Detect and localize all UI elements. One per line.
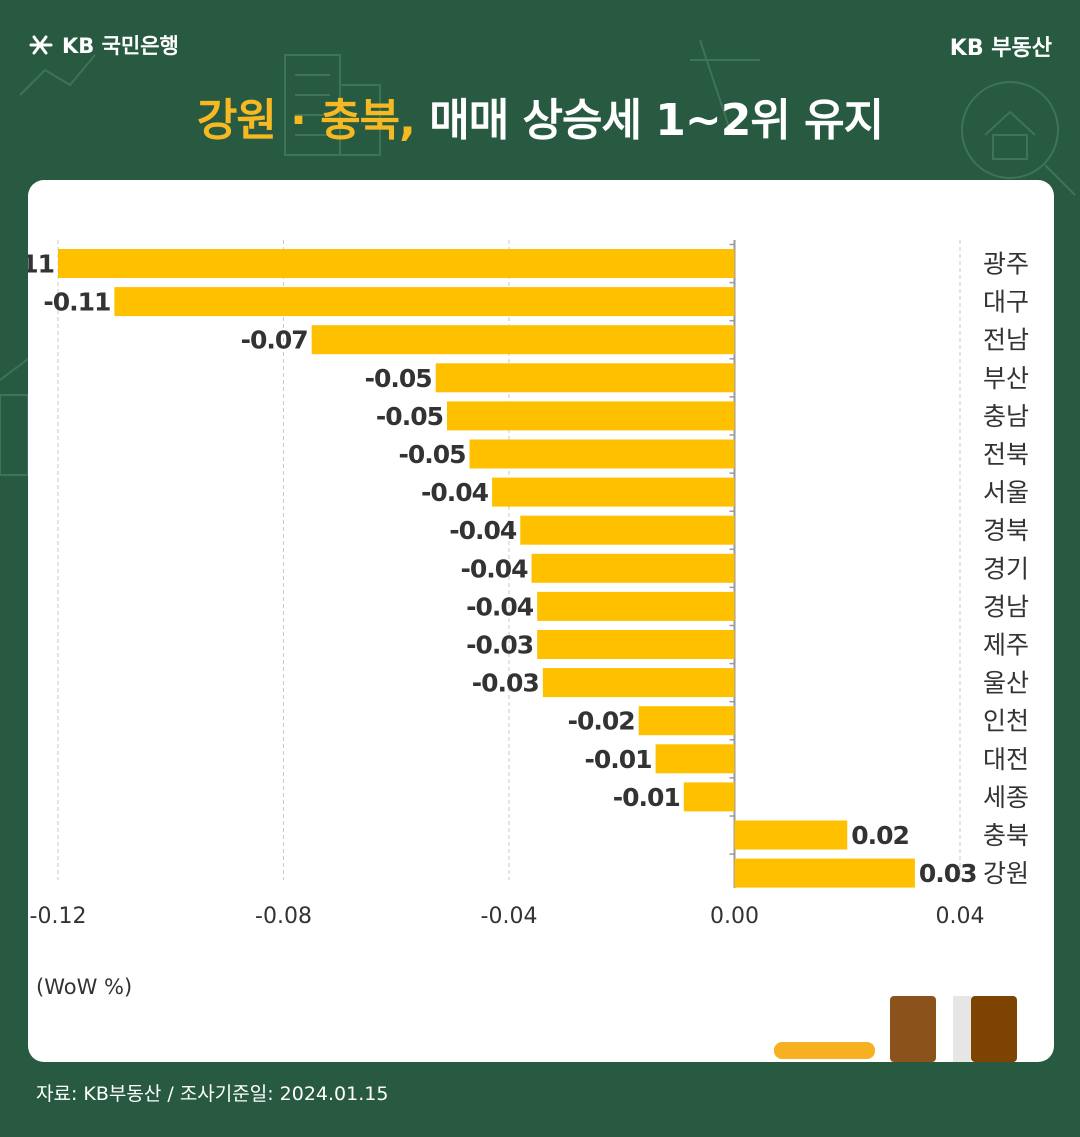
data-label: -0.05: [398, 440, 465, 469]
bar: [734, 858, 915, 888]
bar: [638, 706, 735, 736]
bar: [492, 477, 735, 507]
data-label: -0.05: [365, 364, 432, 393]
data-label: -0.05: [376, 402, 443, 431]
bar: [58, 249, 735, 278]
x-tick-label: 0.04: [936, 904, 985, 929]
kb-bank-logo: KB 국민은행: [28, 30, 179, 60]
title-rest: 매매 상승세 1~2위 유지: [414, 95, 884, 146]
bar: [114, 287, 735, 317]
x-tick-label: -0.12: [30, 904, 87, 929]
category-label: 광주: [983, 250, 1029, 279]
category-label: 강원: [983, 859, 1029, 888]
category-label: 제주: [983, 631, 1029, 660]
bar: [655, 744, 735, 774]
data-label: -0.04: [460, 554, 528, 583]
data-label: 0.03: [919, 859, 977, 888]
decor-block: [971, 996, 1017, 1062]
category-label: 전북: [983, 440, 1029, 469]
category-label: 울산: [983, 669, 1029, 698]
data-label: -0.04: [466, 592, 534, 621]
bank-logo-text: KB 국민은행: [62, 34, 179, 58]
bar: [435, 363, 735, 393]
category-label: 인천: [983, 707, 1029, 736]
category-label: 대전: [983, 745, 1029, 774]
data-label: -0.11: [28, 250, 54, 279]
x-tick-label: -0.04: [481, 904, 538, 929]
data-label: -0.04: [421, 478, 489, 507]
category-label: 충북: [983, 821, 1029, 850]
title-highlight: 강원 · 충북,: [196, 95, 416, 146]
bar-chart: -0.11 광주 -0.11 대구 -0.07 전남 -0.05 부산 -0.05 충남 -0.05…: [28, 240, 1029, 1062]
category-label: 충남: [983, 402, 1029, 431]
bar: [542, 668, 735, 698]
decor-block: [890, 996, 936, 1062]
category-label: 서울: [983, 478, 1029, 507]
source-note: 자료: KB부동산 / 조사기준일: 2024.01.15: [36, 1083, 389, 1105]
category-label: 부산: [983, 364, 1029, 393]
data-label: -0.01: [585, 745, 652, 774]
data-label: 0.02: [851, 821, 909, 850]
bar: [311, 325, 735, 355]
decor-pill: [774, 1042, 875, 1059]
chart-card: -0.11 광주 -0.11 대구 -0.07 전남 -0.05 부산 -0.05 충남 -0.05…: [28, 180, 1054, 1062]
bar: [531, 553, 735, 583]
category-label: 전남: [983, 326, 1029, 355]
category-label: 대구: [983, 288, 1029, 317]
decor-block: [953, 996, 971, 1062]
bar: [537, 630, 735, 659]
data-label: -0.03: [466, 631, 533, 660]
data-label: -0.02: [568, 707, 635, 736]
category-label: 세종: [983, 783, 1029, 812]
category-label: 경북: [983, 516, 1029, 545]
data-label: -0.11: [43, 288, 110, 317]
unit-label: (WoW %): [36, 975, 133, 999]
bar: [537, 591, 735, 621]
data-label: -0.04: [449, 516, 517, 545]
data-label: -0.01: [613, 783, 680, 812]
data-label: -0.03: [472, 669, 539, 698]
category-label: 경기: [983, 554, 1029, 583]
brand-text: KB 부동산: [949, 36, 1052, 61]
bar: [469, 439, 735, 469]
x-tick-label: -0.08: [255, 904, 312, 929]
category-label: 경남: [983, 592, 1029, 621]
bar: [446, 401, 735, 431]
bar: [520, 515, 735, 545]
bar: [683, 782, 735, 812]
page-title: 강원 · 충북, 매매 상승세 1~2위 유지: [0, 84, 1080, 148]
x-tick-label: 0.00: [710, 904, 759, 929]
star-logo-icon: [29, 35, 53, 55]
bar: [734, 820, 848, 850]
data-label: -0.07: [241, 326, 308, 355]
